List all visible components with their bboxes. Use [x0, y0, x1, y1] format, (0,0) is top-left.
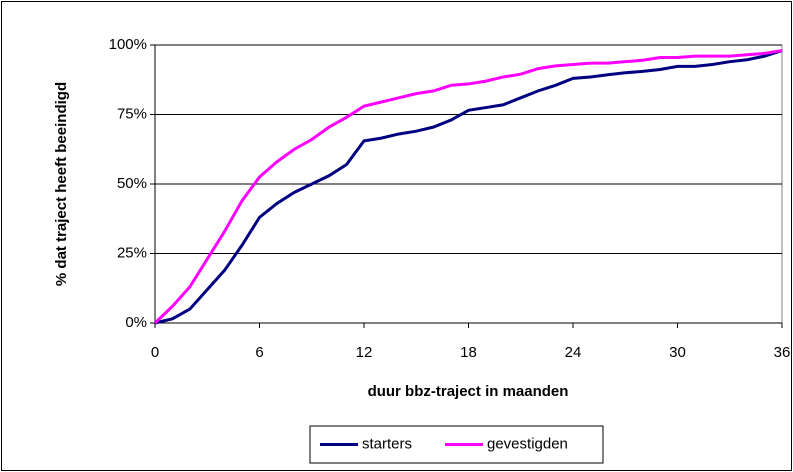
x-tick-label: 24 [565, 344, 582, 361]
y-tick-label: 75% [117, 105, 147, 122]
x-tick-label: 0 [151, 344, 159, 361]
x-tick-label: 18 [460, 344, 477, 361]
y-tick-label: 50% [117, 175, 147, 192]
x-tick-label: 36 [774, 344, 791, 361]
series-line [153, 49, 783, 325]
series-line [154, 49, 783, 325]
x-axis-label: duur bbz-traject in maanden [368, 383, 569, 400]
legend-label: starters [362, 435, 412, 452]
x-tick-label: 6 [255, 344, 263, 361]
y-axis-label: % dat traject heeft beeindigd [53, 82, 70, 286]
x-tick-label: 12 [356, 344, 373, 361]
legend-label: gevestigden [487, 435, 568, 452]
y-tick-label: 25% [117, 244, 147, 261]
y-tick-label: 100% [109, 36, 147, 53]
y-tick-label: 0% [125, 314, 147, 331]
x-tick-label: 30 [669, 344, 686, 361]
